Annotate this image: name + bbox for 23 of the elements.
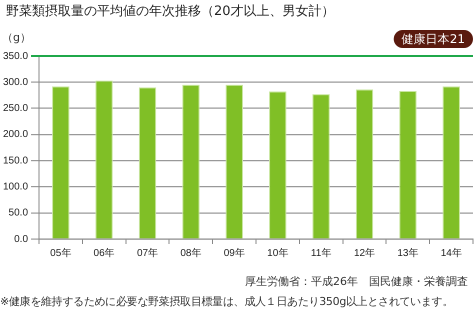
chart-title: 野菜類摂取量の平均値の年次推移（20才以上、男女計） bbox=[6, 3, 335, 20]
y-tick-label: 250.0 bbox=[2, 103, 28, 114]
x-tick-label: 05年 bbox=[50, 246, 72, 259]
y-tick-label: 350.0 bbox=[2, 50, 28, 62]
text: 厚生労働省：平成26年 国民健康・栄養調査 bbox=[245, 274, 468, 289]
y-tick-label: 0.0 bbox=[14, 234, 28, 245]
text: ※健康を維持するために必要な野菜摂取目標量は、成人１日あたり350g以上とされています。 bbox=[0, 294, 453, 309]
y-tick-label: 50.0 bbox=[8, 208, 28, 219]
y-axis-title: （g） bbox=[2, 30, 31, 45]
y-tick-label: 150.0 bbox=[2, 155, 28, 166]
x-tick-label: 07年 bbox=[136, 246, 158, 259]
x-tick-label: 06年 bbox=[94, 246, 115, 259]
y-tick-label: 300.0 bbox=[2, 76, 28, 88]
y-tick-label: 100.0 bbox=[2, 181, 28, 192]
x-tick-label: 12年 bbox=[354, 246, 376, 259]
x-tick-label: 13年 bbox=[397, 246, 418, 259]
x-tick-label: 10年 bbox=[267, 246, 288, 259]
y-tick-label: 200.0 bbox=[2, 129, 28, 140]
x-tick-label: 11年 bbox=[310, 246, 332, 259]
x-tick-label: 08年 bbox=[180, 246, 202, 259]
ref-line-label: 健康日本21 bbox=[402, 32, 466, 46]
x-tick-label: 09年 bbox=[224, 246, 245, 259]
x-tick-label: 14年 bbox=[440, 246, 462, 259]
